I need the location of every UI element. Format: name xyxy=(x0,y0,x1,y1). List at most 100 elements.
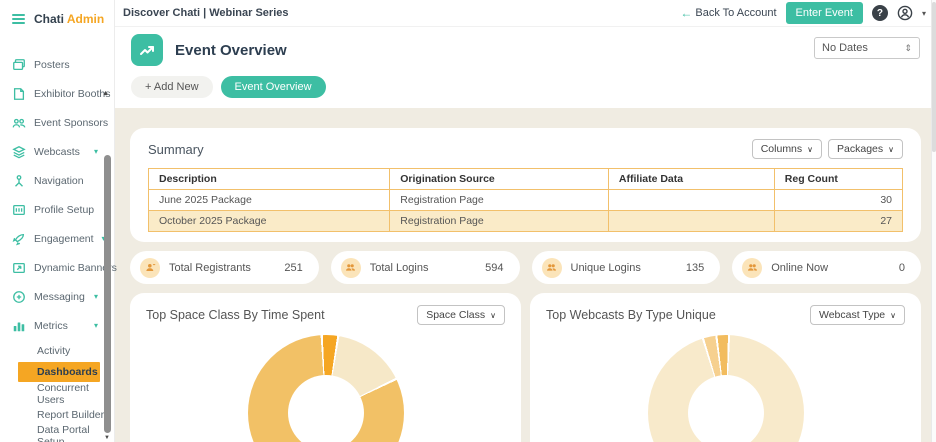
col-header-affiliate-data: Affiliate Data xyxy=(607,168,775,190)
stat-label: Online Now xyxy=(771,261,829,274)
sidebar-subitem-report-builder[interactable]: Report Builder xyxy=(0,404,114,425)
chevron-down-icon: ▾ xyxy=(102,234,114,243)
table-row[interactable]: June 2025 Package Registration Page 30 xyxy=(147,189,904,211)
breadcrumb: Discover Chati | Webinar Series xyxy=(123,7,289,19)
content-area: Summary Columns ∨ Packages ∨ Description xyxy=(115,108,936,442)
sidebar-subitem-data-portal-setup[interactable]: Data Portal Setup xyxy=(0,424,114,442)
summary-title: Summary xyxy=(148,141,204,157)
stat-value: 251 xyxy=(284,261,303,274)
brand-name: Chati Admin xyxy=(34,12,104,26)
cell-affiliate-data xyxy=(607,189,775,211)
space-class-filter-label: Space Class xyxy=(426,309,486,321)
sidebar-item-webcasts[interactable]: Webcasts ▾ xyxy=(0,137,114,166)
select-arrows-icon: ⇕ xyxy=(904,42,912,53)
sidebar-item-exhibitor-booths[interactable]: Exhibitor Booths xyxy=(0,79,114,108)
stat-value: 0 xyxy=(898,261,905,274)
sidebar-item-label: Metrics xyxy=(34,319,68,332)
space-class-filter-select[interactable]: Space Class ∨ xyxy=(417,305,505,325)
sidebar-subitem-activity[interactable]: Activity xyxy=(0,340,114,361)
summary-table: Description Origination Source Affiliate… xyxy=(147,168,904,232)
chevron-down-icon: ∨ xyxy=(888,144,894,154)
logins-users-icon xyxy=(340,257,361,278)
date-filter-select[interactable]: No Dates ⇕ xyxy=(814,37,920,59)
webcast-type-filter-select[interactable]: Webcast Type ∨ xyxy=(809,305,905,325)
webcast-type-chart-card: Top Webcasts By Type Unique Webcast Type… xyxy=(530,293,921,442)
sidebar-item-navigation[interactable]: Navigation xyxy=(0,166,114,195)
stat-value: 594 xyxy=(485,261,504,274)
summary-card: Summary Columns ∨ Packages ∨ Description xyxy=(130,128,921,242)
sidebar-item-engagement[interactable]: Engagement ▾ xyxy=(0,224,114,253)
cell-reg-count: 30 xyxy=(773,189,904,211)
page-scrollbar[interactable] xyxy=(931,0,936,442)
add-new-button[interactable]: + Add New xyxy=(131,76,213,98)
sidebar-scroll-down-icon[interactable]: ▼ xyxy=(104,435,110,441)
user-account-icon[interactable] xyxy=(897,5,913,21)
sidebar-subitem-dashboards[interactable]: Dashboards xyxy=(18,362,100,382)
sidebar-scrollbar[interactable] xyxy=(104,155,111,433)
registrants-user-icon xyxy=(140,257,160,278)
table-row[interactable]: October 2025 Package Registration Page 2… xyxy=(147,210,904,232)
sidebar-item-label: Event Sponsors xyxy=(34,116,109,129)
stat-value: 135 xyxy=(685,261,705,274)
main-area: Discover Chati | Webinar Series ← Back T… xyxy=(115,0,936,442)
chevron-down-icon: ▾ xyxy=(93,321,98,330)
sidebar-subitem-concurrent-users[interactable]: Concurrent Users xyxy=(0,381,114,406)
sidebar-item-metrics[interactable]: Metrics ▾ xyxy=(0,311,114,340)
posters-icon xyxy=(12,58,26,72)
sidebar-item-label: Messaging xyxy=(34,290,85,303)
stats-row: Total Registrants 251 Total Logins 594 U… xyxy=(130,251,921,284)
packages-button[interactable]: Packages ∨ xyxy=(828,139,903,159)
sidebar-item-label: Dynamic Banners xyxy=(34,261,117,274)
sidebar-item-label: Engagement xyxy=(34,232,94,245)
stat-total-logins: Total Logins 594 xyxy=(330,251,520,284)
chevron-down-icon: ▾ xyxy=(93,147,98,156)
enter-event-button[interactable]: Enter Event xyxy=(785,2,863,24)
sidebar-item-label: Posters xyxy=(34,58,70,71)
dynamic-banners-icon xyxy=(12,261,26,275)
webcast-type-donut-chart[interactable] xyxy=(647,335,804,442)
sidebar-subitem-label: Activity xyxy=(37,344,71,357)
messaging-icon xyxy=(12,290,26,304)
cell-description: October 2025 Package xyxy=(147,210,391,232)
sidebar-item-label: Webcasts xyxy=(34,145,80,158)
space-class-donut-chart[interactable] xyxy=(247,335,404,442)
chevron-down-icon: ∨ xyxy=(807,144,814,154)
page-title: Event Overview xyxy=(175,41,287,59)
sidebar-item-label: Profile Setup xyxy=(34,203,95,216)
cell-affiliate-data xyxy=(607,210,775,232)
page-header: Event Overview No Dates ⇕ + Add New Even… xyxy=(115,27,936,108)
back-to-account-link[interactable]: ← Back To Account xyxy=(680,6,776,20)
help-icon[interactable]: ? xyxy=(871,5,888,21)
brand-admin: Admin xyxy=(66,12,105,26)
sidebar-scroll-up-icon[interactable]: ▲ xyxy=(102,90,109,97)
chevron-down-icon[interactable]: ▾ xyxy=(921,8,926,18)
sidebar-item-messaging[interactable]: Messaging ▾ xyxy=(0,282,114,311)
tab-event-overview[interactable]: Event Overview xyxy=(220,76,326,98)
sidebar-subitem-label: Concurrent Users xyxy=(37,381,89,406)
sidebar-subitem-label: Report Builder xyxy=(37,408,105,421)
topbar-actions: ← Back To Account Enter Event ? ▾ xyxy=(680,2,926,24)
sidebar-item-event-sponsors[interactable]: Event Sponsors xyxy=(0,108,114,137)
sidebar-nav: Posters Exhibitor Booths Event Sponsors … xyxy=(0,50,117,442)
stat-label: Unique Logins xyxy=(570,261,641,274)
chart-title: Top Webcasts By Type Unique xyxy=(546,308,716,322)
columns-button[interactable]: Columns ∨ xyxy=(751,139,823,159)
unique-logins-users-icon xyxy=(541,257,562,278)
exhibitor-booths-icon xyxy=(12,87,26,101)
sidebar-item-posters[interactable]: Posters xyxy=(0,50,114,79)
menu-icon[interactable] xyxy=(12,14,25,24)
page-scrollbar-thumb[interactable] xyxy=(932,2,936,152)
sidebar-item-dynamic-banners[interactable]: Dynamic Banners xyxy=(0,253,117,282)
sidebar-item-profile-setup[interactable]: Profile Setup xyxy=(0,195,114,224)
engagement-icon xyxy=(12,232,26,246)
topbar: Discover Chati | Webinar Series ← Back T… xyxy=(115,0,936,27)
sidebar-item-label: Navigation xyxy=(34,174,84,187)
sidebar: Chati Admin ▲ Posters Exhibitor Booths E… xyxy=(0,0,117,442)
navigation-icon xyxy=(12,174,26,188)
sidebar-subitem-label: Dashboards xyxy=(37,366,98,378)
back-arrow-icon: ← xyxy=(680,6,693,20)
stat-label: Total Logins xyxy=(369,261,429,274)
sidebar-item-label: Exhibitor Booths xyxy=(34,87,111,100)
space-class-chart-card: Top Space Class By Time Spent Space Clas… xyxy=(130,293,521,442)
cell-description: June 2025 Package xyxy=(147,189,391,211)
